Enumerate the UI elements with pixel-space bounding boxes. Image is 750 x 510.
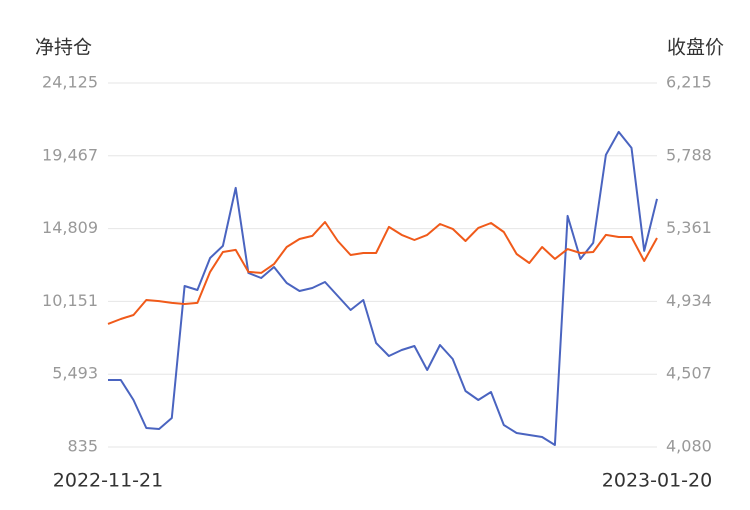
y-tick-label: 14,809 (42, 218, 98, 237)
y2-tick-label: 6,215 (666, 73, 712, 92)
y-tick-label: 10,151 (42, 291, 98, 310)
y2-tick-label: 4,934 (666, 291, 712, 310)
x-tick-label: 2023-01-20 (602, 470, 712, 492)
y-tick-label: 835 (67, 437, 98, 456)
y-tick-label: 24,125 (42, 73, 98, 92)
series-line (108, 130, 658, 446)
y2-tick-label: 5,788 (666, 145, 712, 164)
series-line (107, 221, 658, 325)
y-tick-label: 19,467 (42, 145, 98, 164)
y-axis-title: 净持仓 (35, 37, 92, 59)
y2-tick-label: 5,361 (666, 218, 712, 237)
y-tick-label: 5,493 (52, 364, 98, 383)
y2-tick-label: 4,080 (666, 437, 712, 456)
x-tick-label: 2022-11-21 (53, 470, 163, 492)
y2-axis-title: 收盘价 (667, 37, 724, 59)
y2-tick-label: 4,507 (666, 364, 712, 383)
